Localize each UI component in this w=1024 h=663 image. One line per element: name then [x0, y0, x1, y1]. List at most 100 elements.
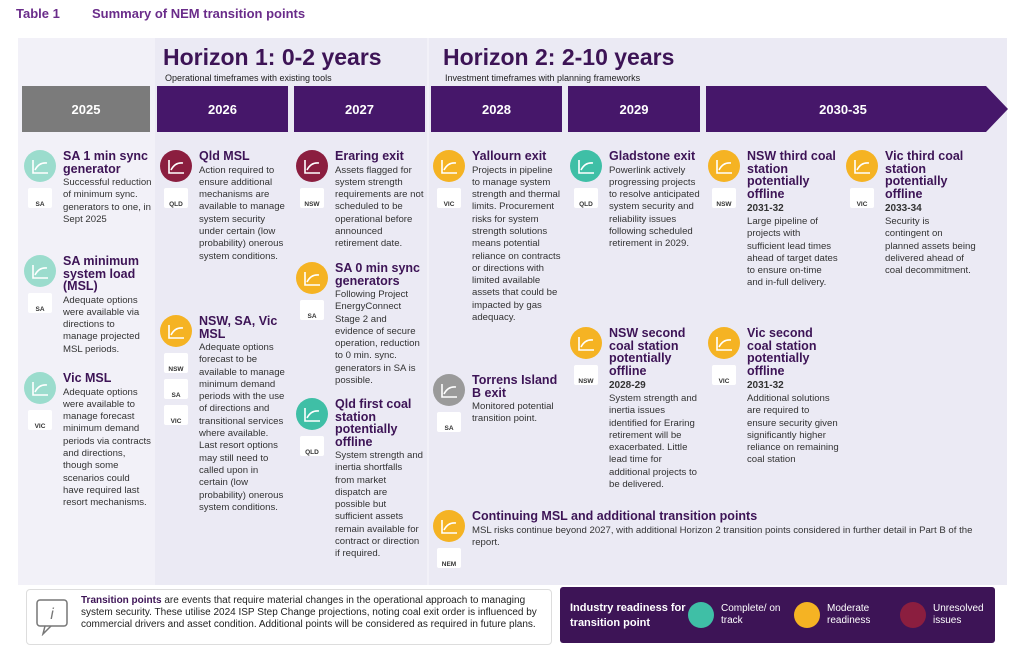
- item-content: Eraring exit Assets flagged for system st…: [335, 150, 424, 251]
- item-text: System strength and inertia issues ident…: [609, 393, 697, 491]
- item-date: 2028-29: [609, 380, 646, 391]
- icon-glyph: [441, 160, 457, 174]
- item-title: Vic MSL: [63, 371, 112, 385]
- item-title: Vic second coal station potentially offl…: [747, 326, 817, 378]
- status-icon: [708, 150, 740, 182]
- item-text: Action required to ensure additional mec…: [199, 164, 285, 262]
- item-text: Security is contingent on planned assets…: [885, 216, 976, 277]
- item-title: Qld first coal station potentially offli…: [335, 397, 412, 449]
- icon-glyph: [716, 160, 732, 174]
- item-content: Gladstone exit Powerlink actively progres…: [609, 150, 700, 251]
- item-title: NSW second coal station potentially offl…: [609, 326, 686, 378]
- horizon-title: Horizon 2: 2-10 years: [443, 44, 675, 70]
- item-title: SA 1 min sync generator: [63, 149, 148, 176]
- state-map: NSW: [164, 353, 188, 373]
- legend-swatch: [900, 602, 926, 628]
- state-map: VIC: [28, 410, 52, 430]
- year-header: 2025: [22, 86, 150, 132]
- year-header: 2030-35: [706, 86, 980, 132]
- table-label: Table 1: [16, 6, 60, 21]
- status-icon: [433, 510, 465, 542]
- item-text: Adequate options were available to manag…: [63, 386, 151, 509]
- item-content: SA 1 min sync generator Successful reduct…: [63, 150, 152, 226]
- state-map: VIC: [437, 188, 461, 208]
- item-text: Following Project EnergyConnect Stage 2 …: [335, 289, 420, 387]
- item-text: Adequate options were available via dire…: [63, 294, 140, 355]
- timeline-arrow: [980, 86, 1008, 132]
- item-title: NSW third coal station potentially offli…: [747, 149, 836, 201]
- state-map: QLD: [574, 188, 598, 208]
- status-icon: [160, 150, 192, 182]
- state-map: VIC: [712, 365, 736, 385]
- legend-title: Industry readiness for transition point: [570, 602, 686, 629]
- note: Transition points are events that requir…: [81, 595, 543, 631]
- item-title: SA minimum system load (MSL): [63, 254, 139, 293]
- icon-glyph: [168, 160, 184, 174]
- year-header: 2028: [431, 86, 562, 132]
- item-content: Qld MSL Action required to ensure additio…: [199, 150, 288, 263]
- state-map: SA: [28, 188, 52, 208]
- year-header: 2026: [157, 86, 288, 132]
- status-icon: [24, 372, 56, 404]
- state-map: SA: [28, 293, 52, 313]
- item-title: Torrens Island B exit: [472, 373, 558, 400]
- item-text: Additional solutions are required to ens…: [747, 393, 839, 466]
- item-text: System strength and inertia shortfalls f…: [335, 450, 423, 560]
- item-text: Monitored potential transition point.: [472, 401, 554, 425]
- item-date: 2031-32: [747, 203, 784, 214]
- note-bold: Transition points: [81, 595, 162, 606]
- status-icon: [846, 150, 878, 182]
- item-content: Vic second coal station potentially offl…: [747, 327, 840, 467]
- icon-glyph: [168, 325, 184, 339]
- state-map: NSW: [712, 188, 736, 208]
- item-content: Vic MSL Adequate options were available t…: [63, 372, 152, 509]
- item-date: 2031-32: [747, 380, 784, 391]
- state-map: NSW: [300, 188, 324, 208]
- item-content: SA minimum system load (MSL) Adequate opt…: [63, 255, 152, 356]
- icon-glyph: [32, 382, 48, 396]
- item-text: MSL risks continue beyond 2027, with add…: [472, 524, 973, 548]
- item-title: Yallourn exit: [472, 149, 547, 163]
- status-icon: [570, 150, 602, 182]
- legend-label: Complete/ on track: [721, 603, 781, 626]
- icon-glyph: [304, 408, 320, 422]
- note-box: i Transition points are events that requ…: [26, 589, 552, 645]
- state-map: SA: [164, 379, 188, 399]
- state-map: SA: [300, 300, 324, 320]
- status-icon: [24, 150, 56, 182]
- icon-glyph: [716, 337, 732, 351]
- item-content: NSW third coal station potentially offli…: [747, 150, 840, 290]
- status-icon: [433, 150, 465, 182]
- item-title: Gladstone exit: [609, 149, 696, 163]
- item-text: Powerlink actively progressing projects …: [609, 164, 700, 250]
- status-icon: [433, 374, 465, 406]
- table-title: Summary of NEM transition points: [92, 6, 306, 21]
- item-text: Projects in pipeline to manage system st…: [472, 164, 561, 324]
- icon-glyph: [441, 520, 457, 534]
- state-map: QLD: [300, 436, 324, 456]
- status-icon: [24, 255, 56, 287]
- item-date: 2033-34: [885, 203, 922, 214]
- item-title: Eraring exit: [335, 149, 404, 163]
- state-map: VIC: [850, 188, 874, 208]
- item-text: Adequate options forecast to be availabl…: [199, 342, 285, 513]
- item-text: Assets flagged for system strength requi…: [335, 164, 424, 250]
- legend: Industry readiness for transition point …: [560, 587, 995, 643]
- item-content: Torrens Island B exit Monitored potential…: [472, 374, 561, 426]
- legend-swatch: [688, 602, 714, 628]
- item-content: Qld first coal station potentially offli…: [335, 398, 424, 561]
- item-content: Continuing MSL and additional transition…: [472, 510, 993, 549]
- item-content: NSW second coal station potentially offl…: [609, 327, 702, 491]
- status-icon: [160, 315, 192, 347]
- horizon-subtitle: Investment timeframes with planning fram…: [445, 73, 641, 83]
- icon-glyph: [32, 265, 48, 279]
- svg-text:i: i: [50, 606, 54, 623]
- icon-glyph: [441, 384, 457, 398]
- state-map: VIC: [164, 405, 188, 425]
- item-content: Yallourn exit Projects in pipeline to man…: [472, 150, 561, 324]
- icon-glyph: [304, 160, 320, 174]
- icon-glyph: [578, 160, 594, 174]
- legend-swatch: [794, 602, 820, 628]
- status-icon: [296, 398, 328, 430]
